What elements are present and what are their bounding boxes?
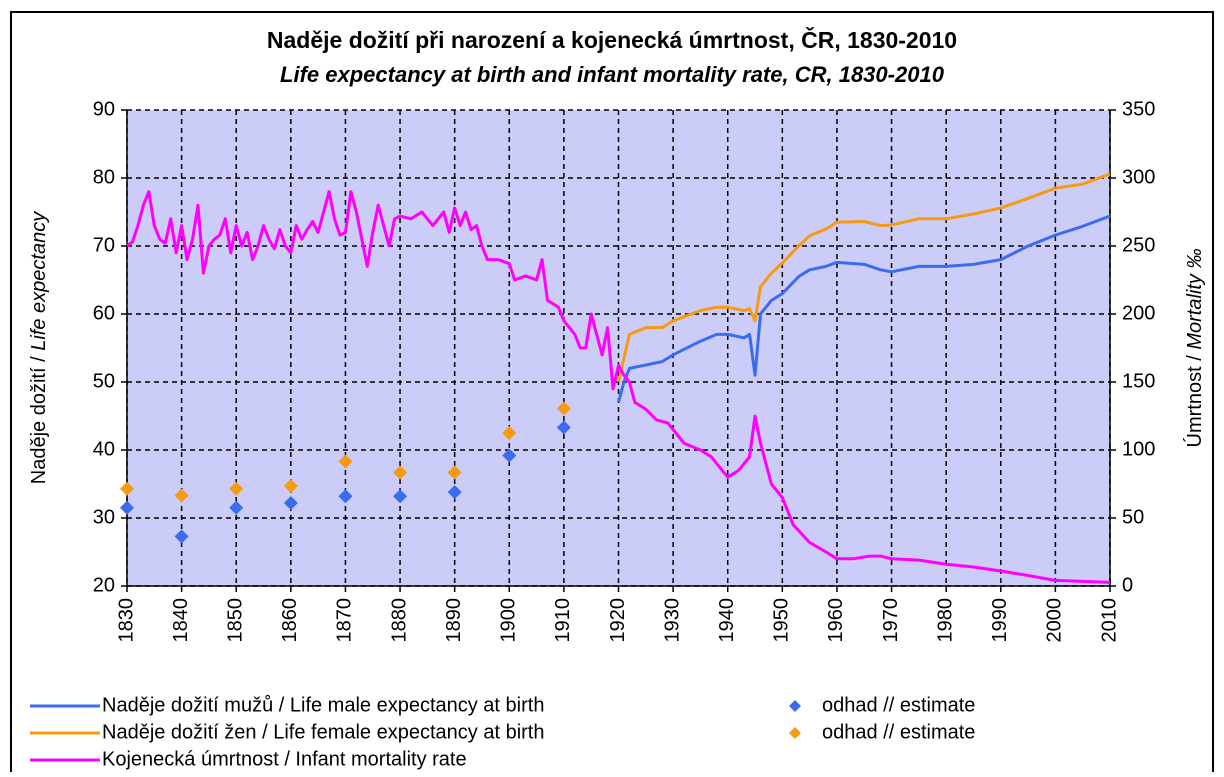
estimate-point (174, 488, 189, 503)
estimate-point (502, 448, 517, 463)
x-tick-label: 1830 (115, 598, 137, 643)
y-tick-label: 60 (93, 302, 115, 324)
legend-item: odhad // estimate (789, 721, 975, 743)
estimate-point (447, 465, 462, 480)
x-tick-label: 1970 (880, 598, 902, 643)
y-tick-label: 30 (93, 506, 115, 528)
x-tick-label: 1900 (498, 598, 520, 643)
y-axis-title: Naděje dožití / Life expectancy (28, 211, 50, 484)
estimate-point (556, 401, 571, 416)
chart-subtitle: Life expectancy at birth and infant mort… (280, 62, 945, 87)
chart-title: Naděje dožití při narození a kojenecká ú… (267, 26, 957, 53)
y-axis-title-cs: Naděje dožití / (28, 356, 50, 484)
legend-label: Naděje dožití žen / Life female expectan… (102, 721, 544, 743)
x-tick-label: 2000 (1044, 598, 1066, 643)
series-line (617, 214, 1111, 403)
legend-label: odhad // estimate (822, 694, 975, 716)
x-tick-label: 1960 (825, 598, 847, 643)
estimate-point (393, 489, 408, 504)
x-tick-label: 1920 (607, 598, 629, 643)
estimate-point (283, 496, 298, 511)
legend-item: Kojenecká úmrtnost / Infant mortality ra… (30, 748, 467, 770)
legend-marker (789, 727, 801, 739)
x-tick-label: 1860 (279, 598, 301, 643)
y-tick-label: 70 (93, 234, 115, 256)
y2-tick-label: 200 (1122, 302, 1155, 324)
y-axis-title-en: Life expectancy (28, 211, 50, 351)
legend-label: Naděje dožití mužů / Life male expectanc… (102, 694, 544, 716)
legend-item: Naděje dožití mužů / Life male expectanc… (30, 694, 544, 716)
y-tick-label: 80 (93, 166, 115, 188)
y2-axis-title-cs: Úmrtnost / (1183, 355, 1206, 448)
y2-tick-label: 350 (1122, 98, 1155, 120)
estimate-point (120, 481, 134, 496)
y2-tick-label: 0 (1122, 574, 1133, 596)
x-tick-label: 1940 (716, 598, 738, 643)
estimate-point (338, 454, 353, 469)
series-line (126, 190, 1111, 584)
y-tick-label: 40 (93, 438, 115, 460)
estimate-point (174, 529, 189, 544)
y-tick-label: 50 (93, 370, 115, 392)
x-tick-label: 1910 (552, 598, 574, 643)
y2-axis-title-en: Mortality ‰ (1184, 249, 1206, 350)
legend-marker (789, 700, 801, 712)
legend-label: odhad // estimate (822, 721, 975, 743)
x-tick-label: 2010 (1098, 598, 1120, 643)
legend-label: Kojenecká úmrtnost / Infant mortality ra… (102, 748, 467, 770)
series-line (617, 172, 1111, 383)
y2-tick-label: 250 (1122, 234, 1155, 256)
x-tick-label: 1990 (989, 598, 1011, 643)
x-tick-label: 1850 (225, 598, 247, 643)
legend-item: Naděje dožití žen / Life female expectan… (30, 721, 544, 743)
x-tick-label: 1950 (771, 598, 793, 643)
x-tick-label: 1880 (388, 598, 410, 643)
estimate-point (283, 479, 298, 494)
estimate-point (502, 426, 517, 440)
y-tick-label: 20 (93, 574, 115, 596)
estimate-point (556, 420, 571, 435)
y2-axis-title: Úmrtnost / Mortality ‰ (1183, 249, 1206, 448)
y2-tick-label: 300 (1122, 166, 1155, 188)
x-tick-label: 1930 (661, 598, 683, 643)
x-tick-label: 1980 (934, 598, 956, 643)
x-tick-label: 1870 (334, 598, 356, 643)
estimate-point (338, 489, 353, 504)
y-tick-label: 90 (93, 98, 115, 120)
estimate-point (120, 500, 134, 515)
estimate-point (229, 481, 244, 496)
x-tick-label: 1890 (443, 598, 465, 643)
y2-tick-label: 100 (1122, 438, 1155, 460)
estimate-point (393, 465, 408, 480)
legend-item: odhad // estimate (789, 694, 975, 716)
estimate-point (229, 500, 244, 515)
y2-tick-label: 50 (1122, 506, 1144, 528)
estimate-point (447, 485, 462, 500)
y2-tick-label: 150 (1122, 370, 1155, 392)
x-tick-label: 1840 (170, 598, 192, 643)
